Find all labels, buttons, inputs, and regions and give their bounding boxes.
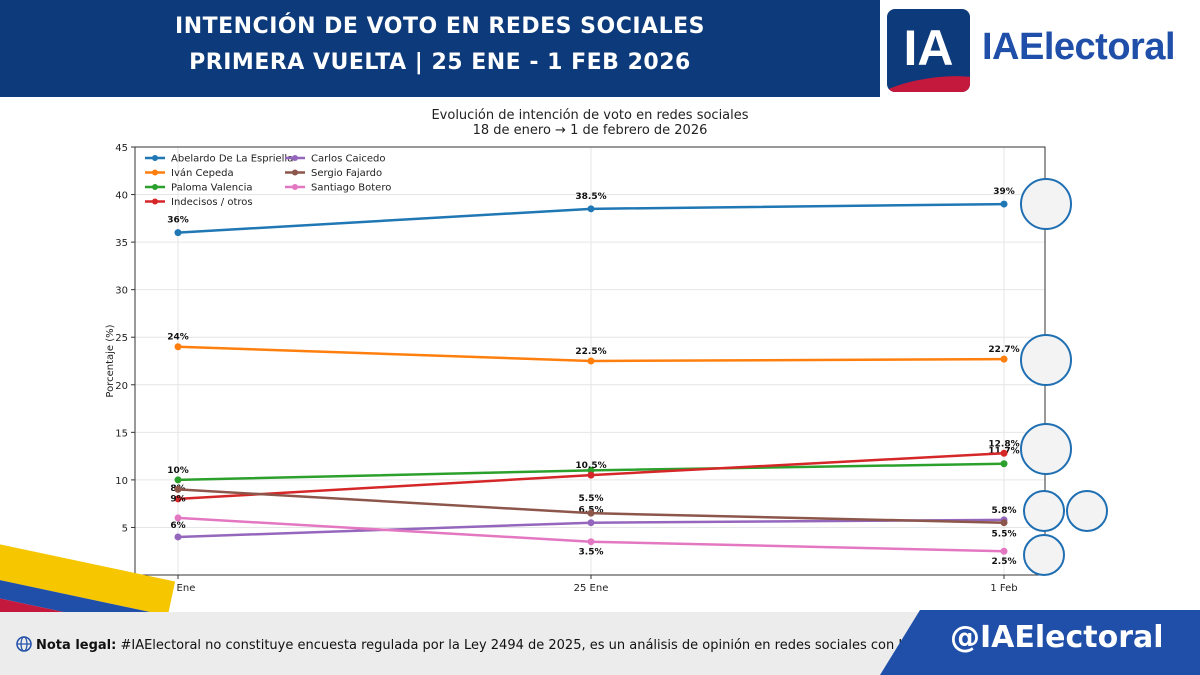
chart-title: Evolución de intención de voto en redes … — [431, 108, 748, 123]
handle-banner: @IAElectoral — [880, 610, 1200, 675]
data-point — [174, 229, 182, 237]
legend-marker — [292, 155, 298, 161]
data-label: 22.7% — [988, 345, 1019, 355]
data-label: 5.5% — [579, 494, 604, 504]
data-label: 22.5% — [575, 347, 606, 357]
y-tick-label: 45 — [115, 143, 128, 154]
data-label: 2.5% — [992, 557, 1017, 567]
brand-name: IAElectoral — [982, 26, 1176, 68]
legend-marker — [292, 169, 298, 176]
data-point — [1000, 547, 1008, 555]
header-subtitle: PRIMERA VUELTA | 25 ENE - 1 FEB 2026 — [189, 50, 691, 75]
y-tick-label: 5 — [122, 523, 128, 534]
y-axis-label: Porcentaje (%) — [105, 324, 116, 397]
data-point — [587, 471, 595, 479]
legal-note-text: #IAElectoral no constituye encuesta regu… — [116, 638, 915, 653]
data-point — [587, 205, 595, 213]
data-point — [174, 514, 182, 522]
data-point — [174, 495, 182, 503]
data-label: 5.5% — [992, 530, 1017, 540]
avatar-candidate-2 — [1020, 334, 1072, 386]
data-point — [174, 485, 182, 493]
x-tick-label: 1 Feb — [990, 583, 1017, 594]
chart-subtitle: 18 de enero → 1 de febrero de 2026 — [473, 123, 708, 138]
data-label: 39% — [993, 187, 1015, 197]
y-tick-label: 15 — [115, 428, 128, 439]
data-point — [1000, 355, 1008, 363]
line-chart: Evolución de intención de voto en redes … — [105, 108, 1046, 594]
legend-entry: Indecisos / otros — [171, 197, 253, 208]
y-tick-label: 35 — [115, 238, 128, 249]
legend-entry: Carlos Caicedo — [311, 154, 386, 165]
header-banner: INTENCIÓN DE VOTO EN REDES SOCIALES PRIM… — [0, 0, 880, 97]
data-label: 5.8% — [992, 506, 1017, 516]
logo-mark-text: IA — [903, 20, 954, 76]
legal-note: Nota legal: #IAElectoral no constituye e… — [16, 636, 915, 653]
data-label: 38.5% — [575, 192, 606, 202]
x-tick-label: 25 Ene — [574, 583, 609, 594]
data-point — [587, 538, 595, 546]
y-tick-label: 25 — [115, 333, 128, 344]
legend-entry: Sergio Fajardo — [311, 168, 382, 179]
data-label: 3.5% — [579, 548, 604, 558]
data-label: 12.8% — [988, 439, 1019, 449]
legal-note-label: Nota legal: — [36, 638, 117, 653]
data-label: 36% — [167, 216, 189, 226]
legend-marker — [152, 155, 158, 161]
data-point — [587, 357, 595, 365]
legend-marker — [292, 184, 298, 190]
y-tick-label: 30 — [115, 286, 128, 297]
legend-marker — [152, 169, 158, 176]
avatar-candidate-6 — [1023, 534, 1065, 576]
legend-marker — [152, 184, 158, 190]
data-point — [1000, 519, 1008, 527]
data-label: 10.5% — [575, 461, 606, 471]
legend-entry: Santiago Botero — [311, 183, 391, 194]
legend-entry: Paloma Valencia — [171, 183, 253, 194]
data-point — [174, 343, 182, 351]
y-tick-label: 40 — [115, 191, 128, 202]
y-tick-label: 10 — [115, 476, 128, 487]
data-point — [1000, 460, 1008, 468]
y-tick-label: 20 — [115, 381, 128, 392]
brand-logo-icon: IA — [887, 9, 970, 92]
data-point — [174, 533, 182, 541]
avatar-candidate-1 — [1020, 178, 1072, 230]
data-label: 10% — [167, 466, 189, 476]
data-label: 9% — [170, 494, 185, 504]
data-label: 24% — [167, 333, 189, 343]
avatar-candidate-3 — [1020, 423, 1072, 475]
avatar-candidate-5 — [1066, 490, 1108, 532]
data-point — [1000, 449, 1008, 457]
avatar-candidate-4 — [1023, 490, 1065, 532]
legend-marker — [152, 198, 158, 205]
data-label: 6% — [170, 521, 185, 531]
legend-entry: Iván Cepeda — [171, 167, 234, 179]
data-point — [587, 519, 595, 527]
x-tick-label: 18 Ene — [161, 583, 196, 594]
data-point — [1000, 200, 1008, 208]
legend-entry: Abelardo De La Espriella — [171, 154, 293, 165]
globe-icon — [16, 636, 32, 652]
data-point — [587, 509, 595, 517]
social-handle: @IAElectoral — [950, 620, 1164, 655]
header-title: INTENCIÓN DE VOTO EN REDES SOCIALES — [175, 14, 705, 39]
data-point — [174, 476, 182, 484]
